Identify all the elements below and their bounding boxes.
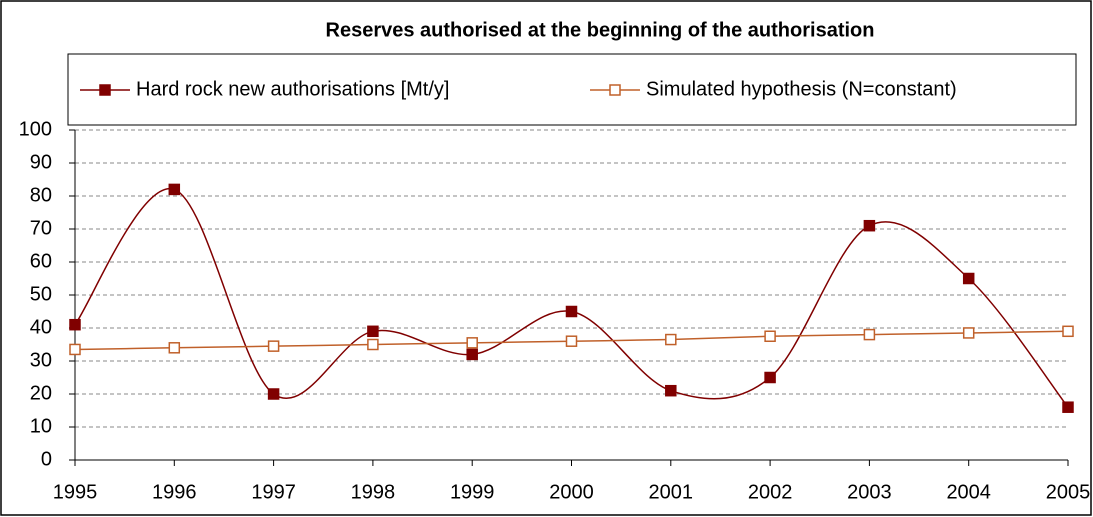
data-point xyxy=(267,388,280,400)
data-point xyxy=(565,335,578,347)
legend-marker xyxy=(609,84,621,96)
series-line xyxy=(74,188,1069,408)
legend-marker xyxy=(99,84,111,96)
y-tick-label: 0 xyxy=(41,448,52,470)
data-point xyxy=(665,333,677,346)
y-tick-label: 90 xyxy=(30,151,52,173)
data-point xyxy=(764,330,776,342)
data-point xyxy=(69,343,81,356)
x-tick-label: 1996 xyxy=(152,481,197,503)
data-point xyxy=(1062,401,1074,413)
data-point xyxy=(863,328,876,341)
data-point xyxy=(962,272,975,285)
legend-label: Hard rock new authorisations [Mt/y] xyxy=(136,78,449,100)
data-point xyxy=(168,342,181,354)
x-tick-label: 1998 xyxy=(351,481,396,503)
x-tick-label: 1999 xyxy=(450,481,495,503)
legend-box xyxy=(67,53,1077,126)
y-tick-label: 30 xyxy=(30,349,52,371)
x-tick-label: 2005 xyxy=(1046,481,1091,503)
y-tick-label: 40 xyxy=(30,316,52,338)
x-tick-label: 2002 xyxy=(748,481,793,503)
x-tick-label: 2003 xyxy=(847,481,892,503)
data-point xyxy=(367,325,379,338)
data-point xyxy=(466,348,478,361)
y-tick-label: 10 xyxy=(30,415,52,437)
x-tick-label: 2001 xyxy=(649,481,694,503)
data-point xyxy=(962,327,975,339)
data-point xyxy=(764,371,776,384)
data-point xyxy=(267,340,280,352)
y-tick-label: 20 xyxy=(30,382,52,404)
x-tick-label: 1997 xyxy=(251,481,296,503)
y-tick-label: 50 xyxy=(30,283,52,305)
x-tick-label: 2000 xyxy=(549,481,594,503)
data-point xyxy=(665,384,677,397)
x-tick-label: 1995 xyxy=(53,481,98,503)
y-tick-label: 100 xyxy=(19,118,52,140)
chart-title: Reserves authorised at the beginning of … xyxy=(326,19,875,41)
x-tick-label: 2004 xyxy=(946,481,991,503)
data-point xyxy=(863,219,876,232)
legend-label: Simulated hypothesis (N=constant) xyxy=(646,78,957,100)
data-point xyxy=(168,183,181,196)
data-point xyxy=(69,318,81,331)
data-point xyxy=(367,338,379,351)
y-tick-label: 60 xyxy=(30,250,52,272)
data-point xyxy=(565,305,578,318)
y-tick-label: 80 xyxy=(30,184,52,206)
data-point xyxy=(1062,325,1074,338)
y-tick-label: 70 xyxy=(30,217,52,239)
data-point xyxy=(466,337,478,349)
